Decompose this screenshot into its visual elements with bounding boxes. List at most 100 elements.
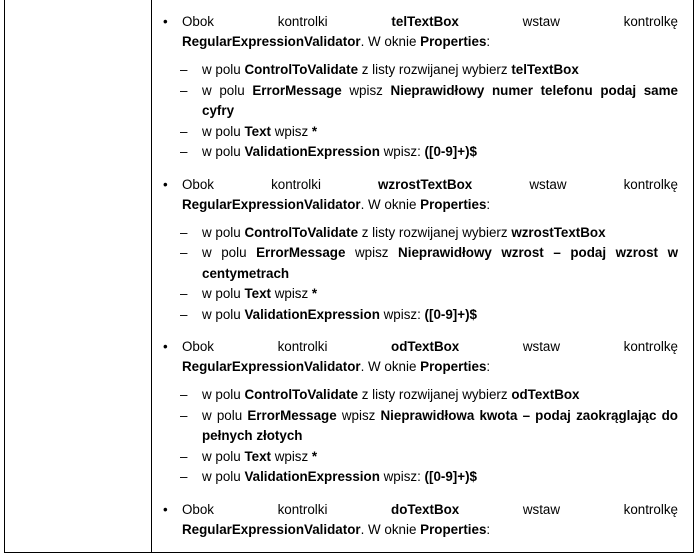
- sub-text: wpisz: [270, 448, 312, 464]
- bullet-item: • Obok kontrolki odTextBox wstaw kontrol…: [160, 337, 678, 377]
- intro-text: . W oknie: [360, 359, 421, 374]
- property-value: *: [311, 123, 318, 139]
- intro-text: :: [486, 196, 491, 212]
- sub-text: w polu: [202, 144, 245, 159]
- intro-word: wstaw: [522, 501, 561, 517]
- dash-marker: –: [180, 144, 188, 159]
- intro-text: :: [486, 34, 491, 49]
- sub-text: wpisz:: [379, 469, 425, 484]
- intro-word: Obok: [182, 501, 215, 517]
- bullet-item: • Obok kontrolki doTextBox wstaw kontrol…: [160, 500, 678, 540]
- intro-text: :: [486, 359, 491, 374]
- sub-item: – w polu ErrorMessage wpisz Nieprawidłowy…: [160, 81, 678, 122]
- control-name: odTextBox: [391, 339, 460, 354]
- sub-text: z listy rozwijanej wybierz: [358, 62, 512, 77]
- property-value: ([0-9]+)$: [424, 306, 477, 322]
- intro-word: Obok: [182, 339, 215, 354]
- instruction-block: • Obok kontrolki telTextBox wstaw kontro…: [160, 12, 678, 163]
- intro-word: kontrolki: [277, 14, 328, 29]
- sub-text: w polu: [202, 387, 245, 402]
- property-name: ErrorMessage: [247, 407, 337, 423]
- intro-word: kontrolki: [271, 176, 321, 192]
- sub-text: wpisz: [336, 407, 381, 423]
- bullet-item: • Obok kontrolki wzrostTextBox wstaw kon…: [160, 175, 678, 215]
- sub-item: – w polu ErrorMessage wpisz Nieprawidłowa…: [160, 406, 678, 447]
- property-name: ValidationExpression: [244, 469, 380, 484]
- properties-label: Properties: [420, 196, 487, 212]
- dash-marker: –: [180, 469, 188, 484]
- dash-marker: –: [180, 245, 188, 260]
- sub-text: w polu: [202, 306, 245, 322]
- sub-item: – w polu ControlToValidate z listy rozwij…: [160, 223, 678, 244]
- sub-text: wpisz: [341, 82, 391, 98]
- sub-item: – w polu ControlToValidate z listy rozwij…: [160, 60, 678, 81]
- property-name: ControlToValidate: [244, 387, 359, 402]
- dash-marker: –: [180, 407, 188, 423]
- control-name: telTextBox: [391, 14, 459, 29]
- property-value: Nieprawidłowy wzrost – podaj wzrost w ce…: [202, 245, 678, 281]
- sub-item: – w polu ErrorMessage wpisz Nieprawidłowy…: [160, 243, 678, 284]
- control-name: wzrostTextBox: [378, 176, 473, 192]
- property-name: ErrorMessage: [252, 82, 342, 98]
- bullet-second-line: RegularExpressionValidator. W oknie Prop…: [182, 520, 678, 540]
- bullet-second-line: RegularExpressionValidator. W oknie Prop…: [182, 195, 678, 215]
- property-name: ControlToValidate: [244, 62, 359, 77]
- instruction-block: • Obok kontrolki doTextBox wstaw kontrol…: [160, 500, 678, 540]
- sub-text: wpisz: [270, 123, 312, 139]
- property-value: odTextBox: [511, 387, 580, 402]
- sub-text: z listy rozwijanej wybierz: [358, 387, 512, 402]
- intro-text: :: [486, 521, 491, 537]
- sub-item: – w polu ValidationExpression wpisz: ([0-…: [160, 305, 678, 326]
- property-value: ([0-9]+)$: [424, 469, 477, 484]
- properties-label: Properties: [420, 521, 487, 537]
- bullet-dot-icon: •: [163, 339, 168, 354]
- property-value: Nieprawidłowy numer telefonu podaj same …: [202, 82, 678, 119]
- intro-word: wstaw: [529, 176, 567, 192]
- sub-text: w polu: [202, 123, 245, 139]
- intro-word: wstaw: [522, 14, 560, 29]
- intro-text: . W oknie: [360, 34, 421, 49]
- instruction-content: • Obok kontrolki telTextBox wstaw kontro…: [160, 12, 678, 540]
- property-value: ([0-9]+)$: [424, 144, 477, 159]
- sub-text: w polu: [202, 469, 245, 484]
- sub-text: w polu: [202, 407, 248, 423]
- table-frame: [4, 0, 694, 553]
- intro-word: wstaw: [522, 339, 561, 354]
- dash-marker: –: [180, 62, 188, 77]
- validator-name: RegularExpressionValidator: [182, 34, 361, 49]
- validator-name: RegularExpressionValidator: [182, 196, 361, 212]
- property-name: ControlToValidate: [244, 224, 359, 240]
- sub-text: wpisz:: [379, 144, 425, 159]
- intro-text: . W oknie: [360, 521, 421, 537]
- sub-text: w polu: [202, 224, 245, 240]
- intro-word: kontrolki: [277, 339, 328, 354]
- control-name: doTextBox: [391, 501, 460, 517]
- bullet-second-line: RegularExpressionValidator. W oknie Prop…: [182, 32, 678, 52]
- dash-marker: –: [180, 286, 188, 301]
- bullet-second-line: RegularExpressionValidator. W oknie Prop…: [182, 357, 678, 377]
- sub-item: – w polu Text wpisz *: [160, 284, 678, 305]
- intro-word: kontrolkę: [623, 176, 678, 192]
- property-name: Text: [244, 448, 271, 464]
- intro-text: . W oknie: [360, 196, 421, 212]
- sub-text: w polu: [202, 286, 245, 301]
- sub-text: wpisz:: [379, 306, 425, 322]
- properties-label: Properties: [420, 359, 487, 374]
- sub-item: – w polu ValidationExpression wpisz: ([0-…: [160, 142, 678, 163]
- dash-marker: –: [180, 224, 188, 240]
- property-name: Text: [244, 123, 271, 139]
- bullet-dot-icon: •: [163, 14, 168, 29]
- sub-text: w polu: [202, 448, 245, 464]
- sub-text: w polu: [202, 62, 245, 77]
- property-value: *: [311, 448, 318, 464]
- property-name: ValidationExpression: [244, 144, 380, 159]
- bullet-dot-icon: •: [163, 501, 168, 517]
- properties-label: Properties: [420, 34, 487, 49]
- sub-list: – w polu ControlToValidate z listy rozwij…: [160, 385, 678, 488]
- instruction-block: • Obok kontrolki wzrostTextBox wstaw kon…: [160, 175, 678, 326]
- intro-word: kontrolkę: [623, 14, 678, 29]
- intro-word: kontrolki: [277, 501, 328, 517]
- sub-text: z listy rozwijanej wybierz: [358, 224, 512, 240]
- bullet-dot-icon: •: [163, 176, 168, 192]
- bullet-first-line: Obok kontrolki wzrostTextBox wstaw kontr…: [182, 175, 678, 195]
